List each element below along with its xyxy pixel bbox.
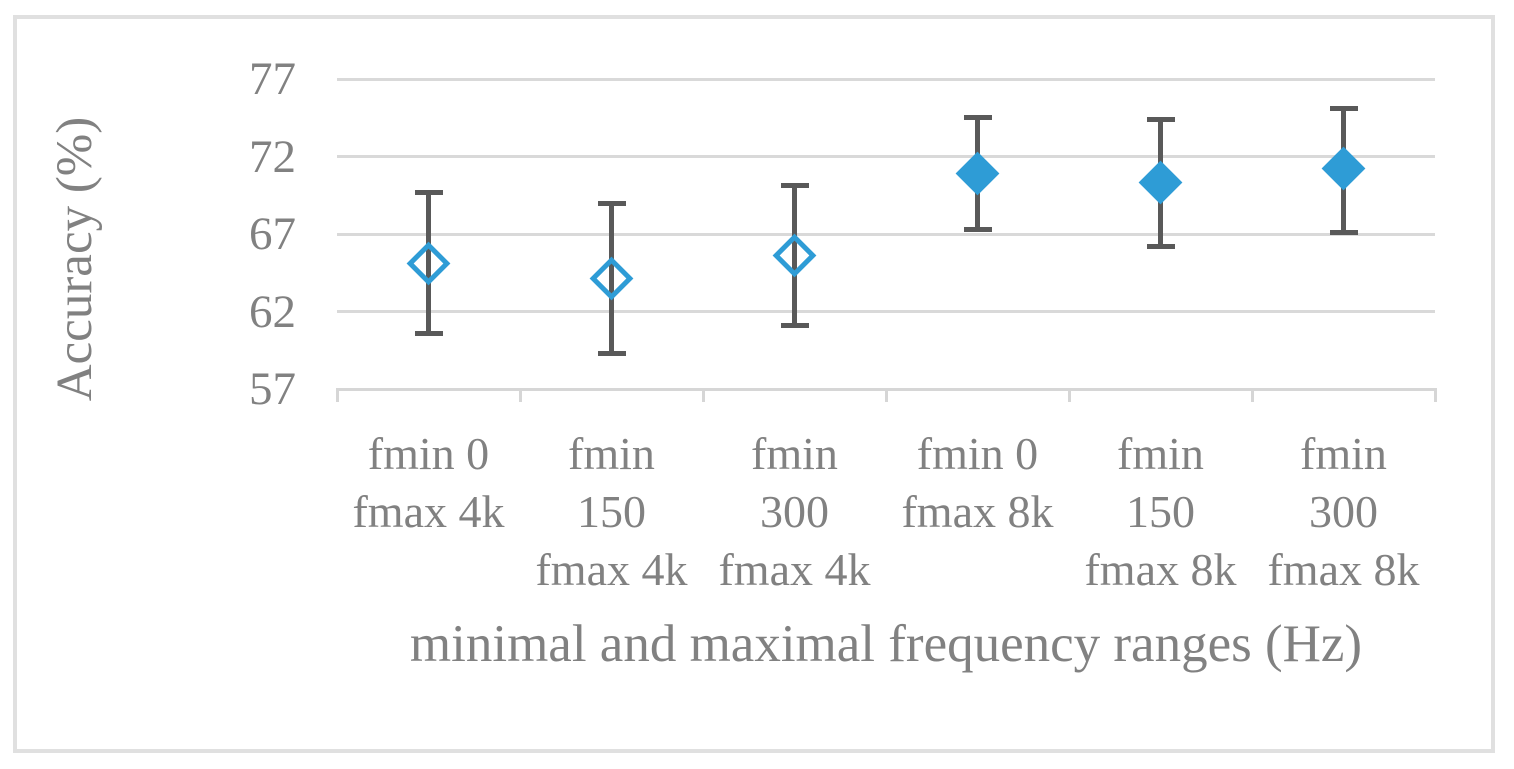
x-axis-tick — [1250, 388, 1254, 402]
x-axis-tick — [1433, 388, 1437, 402]
filled-diamond-marker — [1321, 146, 1366, 191]
error-bar-cap-top — [597, 200, 626, 206]
error-bar-cap-bottom — [1146, 243, 1175, 249]
error-bar — [426, 192, 431, 334]
filled-diamond-marker — [1138, 160, 1183, 205]
gridline-y-77 — [337, 77, 1435, 81]
gridline-y-72 — [337, 155, 1435, 158]
x-category-label-line: 150 — [577, 486, 646, 537]
error-bar-cap-bottom — [1329, 229, 1358, 235]
x-category-label-line: fmax 8k — [1267, 544, 1420, 595]
x-category-label-line: fmax 8k — [901, 486, 1054, 537]
y-axis-title: Accuracy (%) — [47, 116, 103, 402]
x-category-label: fmin 150 fmax 8k — [1069, 425, 1252, 599]
x-axis-title: minimal and maximal frequency ranges (Hz… — [409, 615, 1363, 673]
error-bar-cap-top — [780, 183, 809, 189]
x-axis-tick — [701, 388, 705, 402]
chart-frame-border — [13, 15, 1495, 753]
error-bar-cap-top — [1329, 105, 1358, 111]
y-tick-label-62: 62 — [249, 285, 296, 338]
error-bar-cap-top — [963, 115, 992, 121]
x-category-label-line: fmax 4k — [352, 486, 505, 537]
x-axis-tick — [884, 388, 888, 402]
x-category-label-line: fmax 4k — [535, 544, 688, 595]
x-category-label-line: fmin — [751, 428, 838, 479]
x-category-label-line: 150 — [1126, 486, 1195, 537]
y-tick-label-67: 67 — [249, 208, 296, 260]
x-category-label: fmin 300 fmax 4k — [703, 425, 886, 599]
plot-area — [335, 77, 1437, 402]
x-category-label: fmin 300 fmax 8k — [1252, 425, 1435, 599]
error-bar — [792, 185, 797, 326]
error-bar — [609, 203, 614, 354]
y-tick-label-57: 57 — [249, 363, 296, 415]
x-category-label-line: fmin — [568, 428, 655, 479]
x-category-label: fmin 150 fmax 4k — [520, 425, 703, 599]
x-category-label-line: fmin — [1300, 428, 1387, 479]
error-bar-cap-top — [414, 189, 443, 195]
x-category-label-line: fmin 0 — [916, 428, 1039, 479]
gridline-y-67 — [337, 232, 1435, 236]
open-diamond-marker — [772, 233, 817, 278]
x-category-label-line: 300 — [760, 486, 829, 537]
open-diamond-marker — [589, 257, 634, 301]
error-bar-cap-bottom — [414, 330, 443, 336]
y-tick-label-72: 72 — [249, 130, 296, 183]
y-tick-label-77: 77 — [249, 53, 296, 105]
x-category-label-line: fmax 4k — [718, 544, 871, 595]
x-category-label: fmin 0 fmax 4k — [337, 425, 520, 541]
filled-diamond-marker — [955, 151, 1000, 196]
error-bar-cap-bottom — [963, 226, 992, 232]
x-axis-tick — [335, 388, 339, 402]
error-bar-cap-top — [1146, 116, 1175, 122]
open-diamond-marker — [406, 241, 451, 286]
x-category-label-line: fmin — [1117, 428, 1204, 479]
x-axis-tick — [518, 388, 522, 402]
x-category-label-line: fmax 8k — [1084, 544, 1237, 595]
x-category-label-line: fmin 0 — [367, 428, 490, 479]
error-bar-cap-bottom — [780, 322, 809, 328]
x-category-label-line: 300 — [1309, 486, 1378, 537]
x-category-label: fmin 0 fmax 8k — [886, 425, 1069, 541]
error-bar-cap-bottom — [597, 350, 626, 356]
gridline-y-62 — [337, 310, 1435, 313]
x-axis-tick — [1067, 388, 1071, 402]
